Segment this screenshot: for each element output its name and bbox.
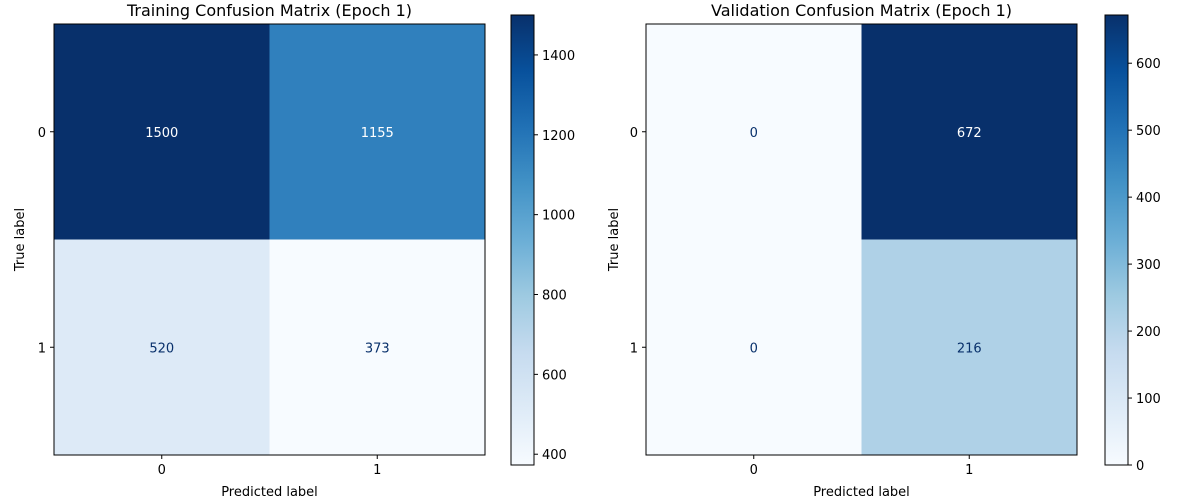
x-axis-label: Predicted label [221, 485, 318, 500]
colorbar-tick-label: 1200 [542, 129, 575, 144]
axes-frame [645, 23, 1078, 456]
heatmap-cell [269, 24, 485, 240]
colorbar-tick-label: 800 [542, 289, 567, 304]
y-tick-label: 1 [38, 341, 46, 356]
x-tick-label: 0 [750, 463, 758, 478]
colorbar-tick-label: 100 [1136, 392, 1161, 407]
chart-title: Validation Confusion Matrix (Epoch 1) [711, 1, 1012, 20]
cell-value-label: 672 [957, 126, 982, 141]
cell-value-label: 373 [365, 341, 390, 356]
colorbar-tick-label: 300 [1136, 258, 1161, 273]
validation-confusion-matrix: 0 672 0 216 0 1 0 1 Validation Confusion Matrix … [607, 1, 1161, 500]
heatmap-cell [646, 239, 862, 455]
colorbar-tick-label: 1400 [542, 49, 575, 64]
axes-frame [53, 23, 486, 456]
colorbar-tick-label: 400 [542, 448, 567, 463]
y-axis-label: True label [13, 208, 28, 272]
heatmap-cell [861, 24, 1077, 240]
colorbar-tick-label: 600 [542, 368, 567, 383]
colorbar [510, 14, 535, 466]
cell-value-label: 1500 [145, 126, 178, 141]
cell-value-label: 216 [957, 341, 982, 356]
colorbar-tick-label: 500 [1136, 124, 1161, 139]
cell-value-label: 0 [750, 126, 758, 141]
chart-title: Training Confusion Matrix (Epoch 1) [126, 1, 412, 20]
heatmap-cell [54, 239, 270, 455]
colorbar-tick-label: 1000 [542, 209, 575, 224]
y-tick-label: 1 [630, 341, 638, 356]
y-tick-label: 0 [630, 126, 638, 141]
cell-value-label: 0 [750, 341, 758, 356]
colorbar-tick-label: 200 [1136, 325, 1161, 340]
cell-value-label: 1155 [361, 126, 394, 141]
heatmap-cell [269, 239, 485, 455]
colorbar-tick-label: 400 [1136, 191, 1161, 206]
heatmap-cell [861, 239, 1077, 455]
cell-value-label: 520 [149, 341, 174, 356]
colorbar [1104, 14, 1129, 466]
y-axis-label: True label [607, 208, 622, 272]
training-confusion-matrix: 1500 1155 520 373 0 1 0 1 Training Confusion Mat… [13, 1, 575, 500]
x-tick-label: 0 [158, 463, 166, 478]
colorbar-tick-label: 0 [1136, 459, 1144, 474]
x-tick-label: 1 [965, 463, 973, 478]
x-tick-label: 1 [373, 463, 381, 478]
x-axis-label: Predicted label [813, 485, 910, 500]
heatmap-cell [646, 24, 862, 240]
heatmap-cell [54, 24, 270, 240]
colorbar-tick-label: 600 [1136, 57, 1161, 72]
y-tick-label: 0 [38, 126, 46, 141]
